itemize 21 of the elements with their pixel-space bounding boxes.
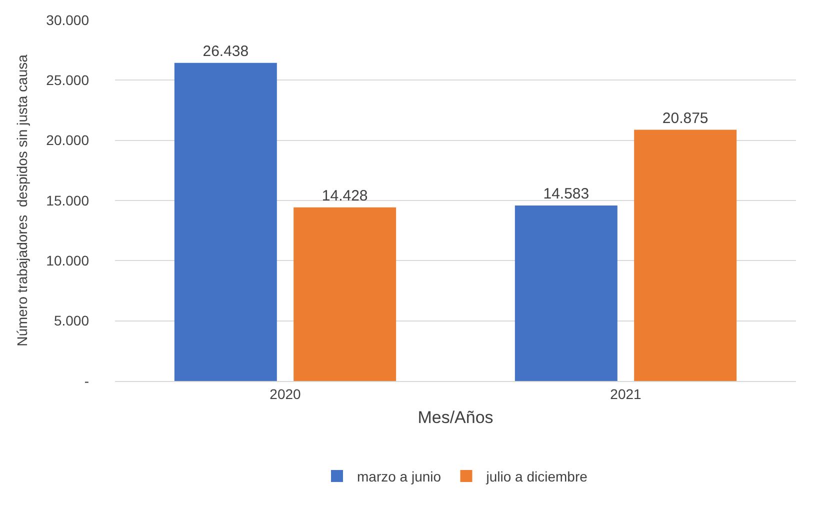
y-tick-label: 15.000 — [46, 192, 90, 208]
y-axis-title: Número trabajadores despidos sin justa causa — [14, 54, 30, 346]
x-tick-label: 2021 — [610, 386, 642, 402]
data-label: 26.438 — [202, 42, 249, 60]
y-tick-label: 30.000 — [46, 12, 90, 28]
bar — [514, 206, 618, 381]
y-tick-label: 10.000 — [46, 252, 90, 269]
y-tick-label: 25.000 — [46, 72, 90, 88]
bar — [294, 207, 396, 381]
data-label: 14.428 — [322, 187, 368, 204]
bar — [634, 130, 737, 381]
legend-label: marzo a junio — [357, 468, 442, 484]
data-label: 14.583 — [543, 186, 590, 203]
y-tick-label: 20.000 — [46, 132, 90, 148]
legend-label: julio a diciembre — [485, 468, 588, 484]
x-tick-label: 2020 — [270, 386, 302, 402]
y-tick-label: 5.000 — [54, 312, 90, 329]
y-tick-label: - — [84, 372, 90, 389]
x-axis-title: Mes/Años — [418, 408, 494, 428]
data-label: 20.875 — [662, 110, 708, 127]
bar — [174, 62, 277, 381]
